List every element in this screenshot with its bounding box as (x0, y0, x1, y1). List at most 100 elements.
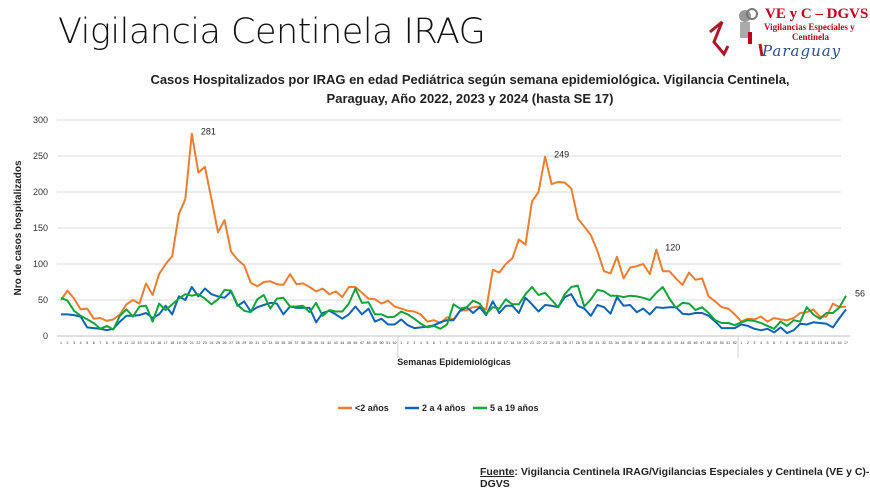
x-tick-label: 6 (433, 341, 435, 345)
x-tick-label: 21 (530, 341, 534, 345)
x-tick-label: 6 (93, 341, 95, 345)
chart-title-line1: Casos Hospitalizados por IRAG en edad Pe… (150, 72, 790, 87)
x-tick-label: 36 (628, 341, 632, 345)
series-line-1 (61, 286, 847, 335)
x-tick-label: 3 (413, 341, 415, 345)
x-tick-label: 52 (733, 341, 737, 345)
x-tick-label: 31 (595, 341, 599, 345)
x-tick-label: 9 (453, 341, 455, 345)
x-tick-label: 39 (308, 341, 312, 345)
x-tick-label: 12 (811, 341, 815, 345)
x-tick-label: 49 (373, 341, 377, 345)
x-tick-label: 17 (504, 341, 508, 345)
x-tick-label: 50 (720, 341, 724, 345)
x-tick-label: 43 (674, 341, 678, 345)
data-label: 56 (855, 289, 865, 299)
x-tick-label: 27 (229, 341, 233, 345)
y-tick-label: 300 (33, 115, 48, 125)
x-tick-label: 9 (112, 341, 114, 345)
x-tick-label: 6 (773, 341, 775, 345)
x-tick-label: 37 (295, 341, 299, 345)
x-tick-label: 36 (288, 341, 292, 345)
x-tick-label: 13 (478, 341, 482, 345)
x-tick-label: 47 (360, 341, 364, 345)
x-tick-label: 23 (203, 341, 207, 345)
x-tick-label: 31 (255, 341, 259, 345)
x-tick-label: 38 (301, 341, 305, 345)
series-line-2 (60, 284, 847, 331)
x-tick-label: 33 (609, 341, 613, 345)
x-tick-label: 1 (400, 341, 402, 345)
x-tick-label: 46 (353, 341, 357, 345)
x-tick-label: 32 (262, 341, 266, 345)
x-tick-label: 38 (641, 341, 645, 345)
x-tick-label: 45 (687, 341, 691, 345)
x-tick-label: 28 (576, 341, 580, 345)
x-tick-label: 24 (209, 341, 213, 345)
x-tick-label: 42 (667, 341, 671, 345)
x-tick-label: 8 (786, 341, 788, 345)
x-tick-label: 14 (484, 341, 488, 345)
x-tick-label: 13 (818, 341, 822, 345)
x-tick-label: 43 (334, 341, 338, 345)
x-tick-label: 3 (73, 341, 75, 345)
x-axis-label: Semanas Epidemiológicas (397, 357, 511, 367)
x-tick-label: 5 (426, 341, 428, 345)
x-tick-label: 23 (543, 341, 547, 345)
y-tick-label: 50 (38, 295, 48, 305)
x-tick-label: 44 (680, 341, 684, 345)
x-tick-label: 52 (393, 341, 397, 345)
logo-line1: VE y C – DGVS (765, 6, 869, 22)
x-tick-label: 29 (582, 341, 586, 345)
x-tick-label: 27 (569, 341, 573, 345)
x-tick-label: 15 (151, 341, 155, 345)
x-tick-label: 47 (700, 341, 704, 345)
data-label: 249 (554, 150, 569, 160)
x-tick-label: 29 (242, 341, 246, 345)
x-tick-label: 37 (635, 341, 639, 345)
x-tick-label: 44 (340, 341, 344, 345)
x-tick-label: 32 (602, 341, 606, 345)
y-axis-label: Nro de casos hospitalizados (13, 160, 24, 295)
y-tick-label: 100 (33, 259, 48, 269)
data-label: 120 (665, 243, 680, 253)
x-tick-label: 11 (805, 341, 809, 345)
page-title: Vigilancia Centinela IRAG (58, 12, 486, 52)
legend-label-0: <2 años (355, 403, 389, 413)
x-tick-label: 50 (380, 341, 384, 345)
y-tick-label: 0 (43, 331, 48, 341)
x-tick-label: 15 (831, 341, 835, 345)
x-tick-label: 51 (726, 341, 730, 345)
y-tick-label: 200 (33, 187, 48, 197)
x-tick-label: 8 (446, 341, 448, 345)
x-tick-label: 4 (760, 341, 762, 345)
x-tick-label: 1 (740, 341, 742, 345)
x-tick-label: 5 (86, 341, 88, 345)
x-tick-label: 4 (420, 341, 422, 345)
x-tick-label: 35 (622, 341, 626, 345)
source-label: Fuente (480, 466, 515, 478)
x-tick-label: 24 (550, 341, 554, 345)
x-tick-label: 22 (196, 341, 200, 345)
x-tick-label: 5 (767, 341, 769, 345)
x-tick-label: 34 (275, 341, 279, 345)
x-tick-label: 35 (281, 341, 285, 345)
x-tick-label: 20 (523, 341, 527, 345)
x-tick-label: 40 (654, 341, 658, 345)
x-tick-label: 7 (99, 341, 101, 345)
x-tick-label: 16 (837, 341, 841, 345)
x-tick-label: 2 (407, 341, 409, 345)
x-tick-label: 12 (471, 341, 475, 345)
x-tick-label: 30 (249, 341, 253, 345)
source-text: : Vigilancia Centinela IRAG/Vigilancias … (480, 466, 870, 490)
x-tick-label: 21 (190, 341, 194, 345)
x-tick-label: 30 (589, 341, 593, 345)
logo-figure-icon (709, 8, 764, 57)
legend-label-1: 2 a 4 años (422, 403, 466, 413)
y-tick-label: 250 (33, 151, 48, 161)
x-tick-label: 28 (236, 341, 240, 345)
x-tick-label: 14 (144, 341, 148, 345)
x-tick-label: 26 (223, 341, 227, 345)
x-tick-label: 22 (537, 341, 541, 345)
